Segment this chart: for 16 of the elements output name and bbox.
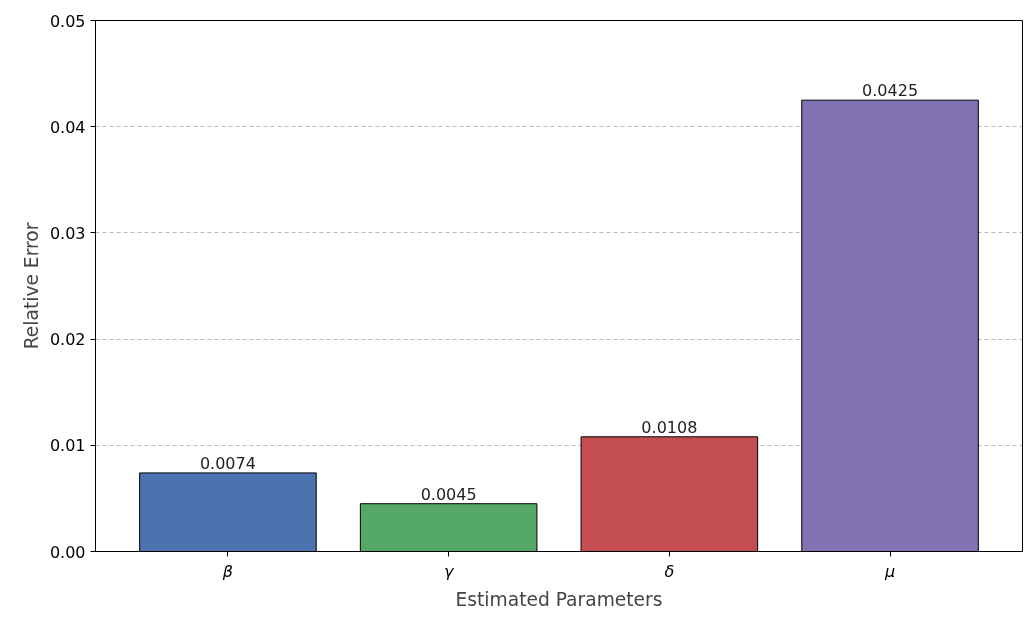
y-tick-label: 0.05 bbox=[49, 11, 86, 31]
x-tick-label: γ bbox=[443, 561, 455, 581]
data-label: 0.0425 bbox=[862, 81, 919, 101]
data-label: 0.0108 bbox=[641, 417, 698, 437]
y-tick-label: 0.02 bbox=[49, 330, 86, 350]
x-tick-label: μ bbox=[883, 561, 896, 581]
x-tick-label: δ bbox=[664, 561, 675, 581]
x-tick-label: β bbox=[221, 561, 234, 581]
y-tick-label: 0.03 bbox=[49, 223, 86, 243]
x-axis-title: Estimated Parameters bbox=[455, 588, 663, 610]
y-tick-label: 0.01 bbox=[49, 436, 86, 456]
y-tick-label: 0.04 bbox=[49, 117, 86, 137]
y-axis-title: Relative Error bbox=[20, 222, 42, 350]
data-label: 0.0074 bbox=[199, 453, 256, 473]
y-tick-label: 0.00 bbox=[49, 542, 86, 562]
data-label: 0.0045 bbox=[420, 484, 477, 504]
